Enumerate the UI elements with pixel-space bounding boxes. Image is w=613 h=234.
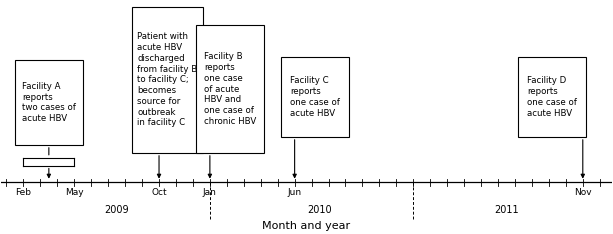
Text: 2010: 2010	[308, 205, 332, 215]
Text: Facility A
reports
two cases of
acute HBV: Facility A reports two cases of acute HB…	[22, 82, 76, 123]
Text: 2009: 2009	[104, 205, 129, 215]
Text: Month and year: Month and year	[262, 221, 351, 231]
Text: Nov: Nov	[574, 188, 592, 197]
Text: May: May	[65, 188, 83, 197]
FancyBboxPatch shape	[132, 7, 203, 153]
Text: Feb: Feb	[15, 188, 31, 197]
Text: Facility B
reports
one case
of acute
HBV and
one case of
chronic HBV: Facility B reports one case of acute HBV…	[204, 52, 256, 126]
FancyBboxPatch shape	[196, 25, 264, 153]
Text: Facility D
reports
one case of
acute HBV: Facility D reports one case of acute HBV	[527, 77, 577, 118]
FancyBboxPatch shape	[15, 60, 83, 145]
FancyBboxPatch shape	[519, 57, 586, 137]
Text: Patient with
acute HBV
discharged
from facility B
to facility C;
becomes
source : Patient with acute HBV discharged from f…	[137, 32, 197, 127]
Text: Oct: Oct	[151, 188, 167, 197]
FancyBboxPatch shape	[281, 57, 349, 137]
Text: Jun: Jun	[287, 188, 302, 197]
Text: Jan: Jan	[203, 188, 217, 197]
Text: 2011: 2011	[494, 205, 519, 215]
Text: Facility C
reports
one case of
acute HBV: Facility C reports one case of acute HBV	[290, 77, 340, 118]
